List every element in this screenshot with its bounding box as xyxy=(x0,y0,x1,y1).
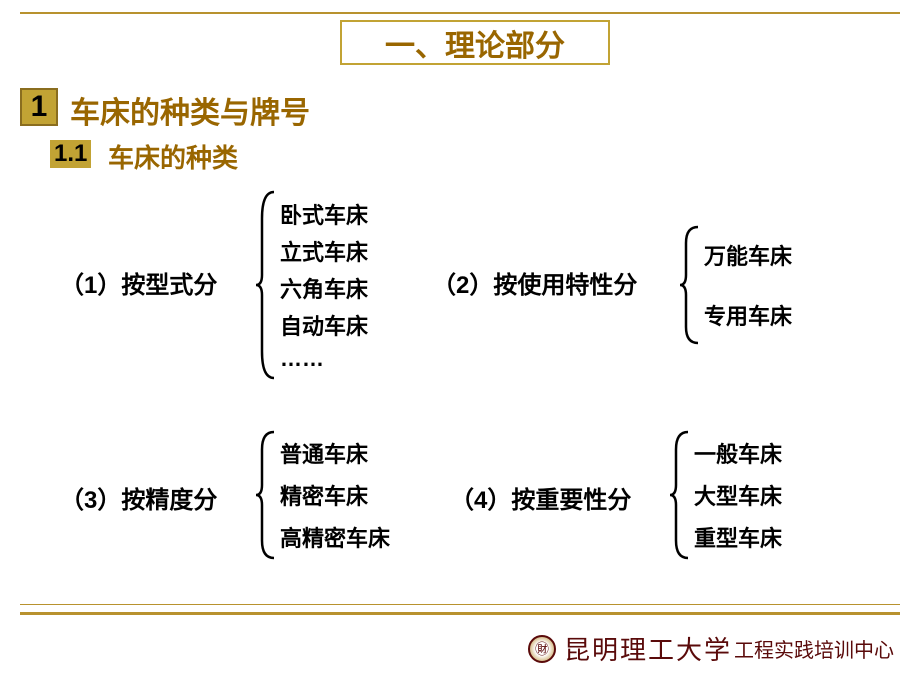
category-label: （2）按使用特性分 xyxy=(432,265,637,300)
list-item: 高精密车床 xyxy=(280,521,390,553)
category-label: （3）按精度分 xyxy=(60,480,217,515)
list-item: 六角车床 xyxy=(280,272,368,304)
logo-glyph: ㊖ xyxy=(535,639,549,659)
bottom-thin-line xyxy=(20,604,900,605)
subsection-number-box: 1.1 xyxy=(50,140,91,168)
section-number-box: 1 xyxy=(20,88,58,126)
list-item: 重型车床 xyxy=(694,521,782,553)
list-item: 普通车床 xyxy=(280,437,390,469)
top-accent-line xyxy=(20,12,900,14)
curly-brace-icon xyxy=(256,190,276,380)
category-items: 普通车床精密车床高精密车床 xyxy=(280,432,390,558)
section-number: 1 xyxy=(31,90,48,124)
list-item: 专用车床 xyxy=(704,299,792,331)
curly-brace-icon xyxy=(680,225,700,345)
section-title: 车床的种类与牌号 xyxy=(70,88,310,132)
bottom-thick-line xyxy=(20,612,900,615)
curly-brace-icon xyxy=(670,430,690,560)
list-item: …… xyxy=(280,346,368,372)
department-name: 工程实践培训中心 xyxy=(734,634,894,663)
university-logo-icon: ㊖ xyxy=(528,635,556,663)
footer: ㊖ 昆明理工大学 工程实践培训中心 xyxy=(528,630,894,667)
title-banner-text: 一、理论部分 xyxy=(385,21,565,65)
list-item: 一般车床 xyxy=(694,437,782,469)
title-banner-box: 一、理论部分 xyxy=(340,20,610,65)
category-label: （1）按型式分 xyxy=(60,265,217,300)
subsection-title: 车床的种类 xyxy=(108,138,238,175)
subsection-number: 1.1 xyxy=(54,140,87,167)
list-item: 卧式车床 xyxy=(280,198,368,230)
list-item: 精密车床 xyxy=(280,479,390,511)
list-item: 万能车床 xyxy=(704,239,792,271)
category-items: 卧式车床立式车床六角车床自动车床 …… xyxy=(280,195,368,375)
list-item: 立式车床 xyxy=(280,235,368,267)
list-item: 大型车床 xyxy=(694,479,782,511)
curly-brace-icon xyxy=(256,430,276,560)
category-label: （4）按重要性分 xyxy=(450,480,631,515)
university-name: 昆明理工大学 xyxy=(564,630,732,667)
list-item: 自动车床 xyxy=(280,309,368,341)
category-items: 一般车床大型车床重型车床 xyxy=(694,432,782,558)
category-items: 万能车床专用车床 xyxy=(704,225,792,345)
